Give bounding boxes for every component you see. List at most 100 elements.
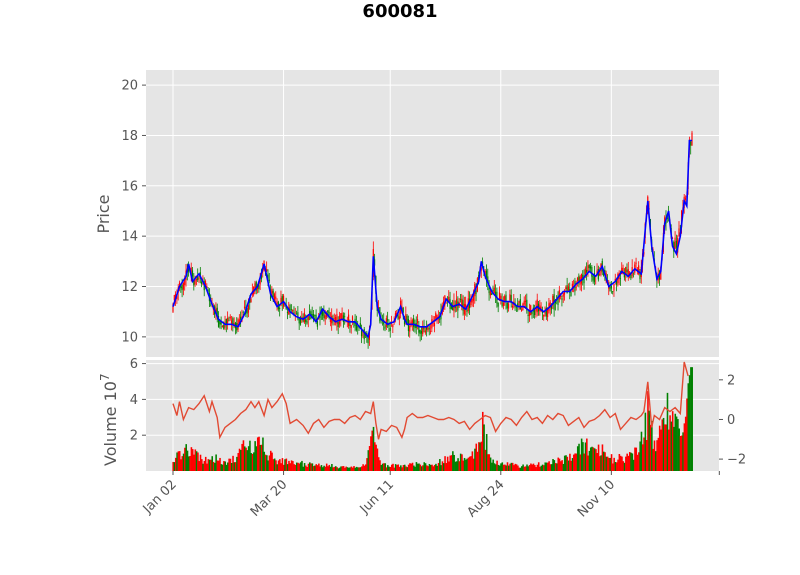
volume-bar [328,464,331,471]
volume-bar [251,453,254,471]
volume-bar [314,465,316,471]
candle-body [351,316,354,323]
volume-bar [301,460,303,471]
volume-bar [406,467,409,471]
candle-body [475,290,477,294]
candle-body [341,312,343,320]
volume-bar [177,451,180,471]
volume-bar [420,466,423,471]
volume-bar [204,456,207,471]
volume-bar [446,456,449,471]
candle-body [357,326,359,328]
volume-bar [454,461,457,471]
volume-bar [643,437,645,471]
candle-body [258,285,260,289]
volume-bar [191,449,194,471]
volume-bar [431,464,433,471]
volume-bar [626,453,628,471]
volume-bar [466,458,468,471]
candle-body [333,318,335,320]
candle-body [588,264,590,269]
price-tick-labels: 10 12 14 16 18 20 [121,79,146,345]
candle-body [602,270,605,276]
candle-body [362,331,364,333]
candle-body [558,290,560,300]
volume-bar [423,462,426,471]
volume-bar [570,460,573,471]
volume-bar [584,442,587,471]
volume-bar [574,453,576,471]
volume-bar [182,453,185,471]
volume-bar [264,454,267,471]
candle-body [188,268,190,272]
volume-bar [578,443,580,471]
candle-body [504,296,506,302]
volume-bar [279,459,281,471]
candle-body [448,296,450,302]
volume-bar [293,464,295,471]
volume-bar [351,467,354,471]
candle-body [457,301,459,311]
candle-body [402,307,404,313]
volume-bar [372,426,375,471]
candle-body [216,307,218,318]
candle-body [329,318,331,322]
candle-body [419,329,421,335]
volume-bar [500,463,502,471]
candle-body [612,291,614,293]
candle-body [544,310,546,314]
volume-bar [375,444,377,471]
volume-bar [495,464,497,471]
candle-body [191,270,194,277]
volume-bar [315,464,318,471]
candle-body [500,295,502,301]
volume-bar [259,444,262,471]
volume-bar [619,455,622,471]
oscillator-tick-label: −2 [727,453,746,468]
volume-bar [426,465,428,471]
candle-body [528,311,530,316]
volume-bar [539,466,541,471]
volume-bar [531,464,533,471]
volume-bar [350,466,353,471]
volume-bar [416,463,419,471]
candle-body [550,304,553,310]
volume-bar [530,463,532,471]
candle-body [272,290,274,298]
volume-bar [647,391,649,471]
volume-bar [333,466,336,471]
volume-bar [526,464,528,471]
price-tick-label: 16 [121,179,138,194]
volume-bar [433,464,436,471]
x-tick-label: Nov 10 [575,477,618,520]
volume-grid [146,360,719,471]
volume-bar [432,466,435,471]
x-tick-label: Mar 20 [248,477,291,520]
candle-body [389,327,391,331]
volume-bar [403,464,406,471]
candle-body [229,316,231,319]
candle-body [405,314,407,322]
candle-body [305,319,307,322]
volume-bar [189,455,191,471]
volume-bar [665,424,667,471]
volume-bar [528,465,531,471]
volume-bar [201,459,203,471]
volume-bar [635,447,638,471]
volume-bar [452,451,454,471]
volume-bar [377,457,380,471]
candle-body [180,286,182,289]
volume-bar [571,458,574,471]
volume-bar [221,464,224,471]
volume-bar [467,457,470,471]
volume-bar [281,458,284,471]
candle-body [455,298,458,305]
volume-bar [280,463,282,471]
candle-body [403,319,406,325]
candle-body [308,311,311,315]
volume-bar [654,451,657,471]
candle-body [462,300,464,311]
volume-bar [227,462,229,471]
candle-body [508,303,510,309]
volume-bar [185,444,187,471]
